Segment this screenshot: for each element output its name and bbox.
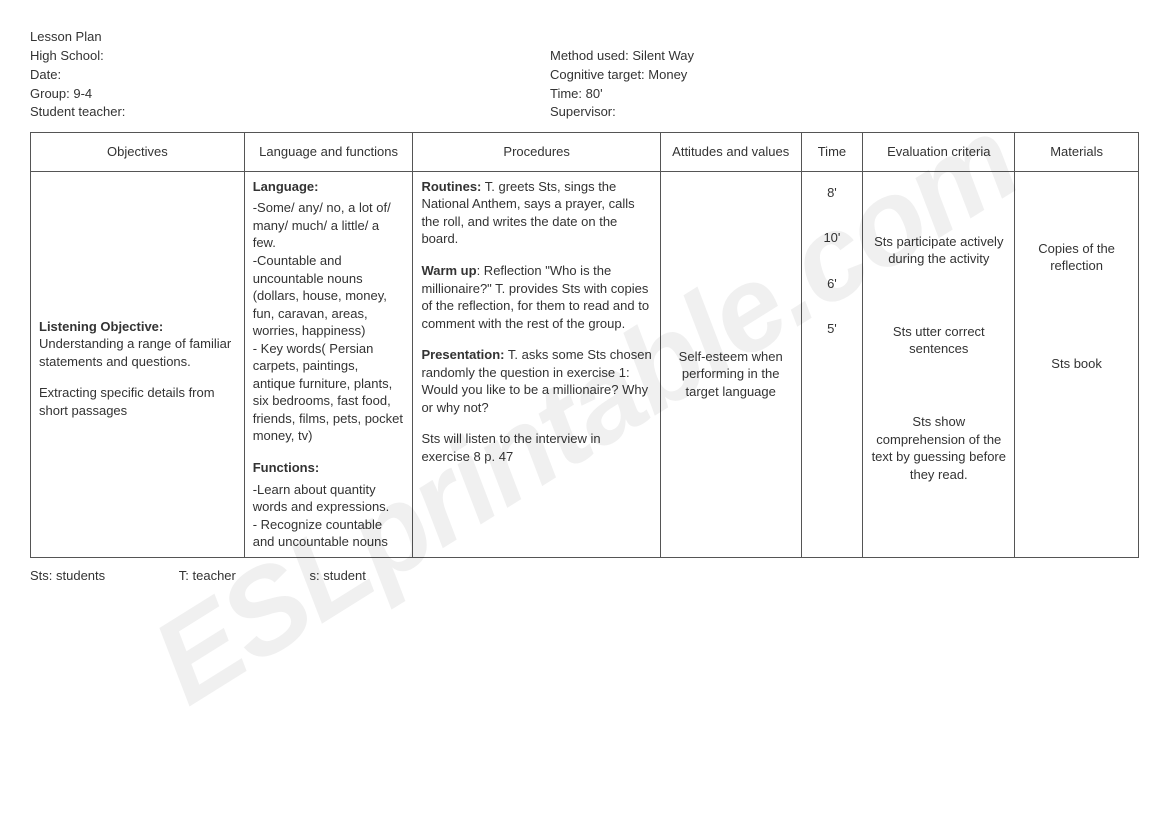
table-header-row: Objectives Language and functions Proced… <box>31 133 1139 172</box>
functions-label: Functions: <box>253 460 319 475</box>
func-item: -Learn about quantity words and expressi… <box>253 481 405 516</box>
eval-text: Sts participate actively during the acti… <box>871 233 1006 268</box>
lang-item: -Countable and uncountable nouns (dollar… <box>253 252 405 340</box>
header-row: High School: Method used: Silent Way <box>30 47 1139 66</box>
header-row: Group: 9-4 Time: 80' <box>30 85 1139 104</box>
header-right: Method used: Silent Way <box>550 47 694 66</box>
cell-time: 8' 10' 6' 5' <box>801 171 863 557</box>
time-value: 6' <box>810 275 855 293</box>
cell-objectives: Listening Objective: Understanding a ran… <box>31 171 245 557</box>
key-t: T: teacher <box>179 568 236 583</box>
presentation-label: Presentation: <box>421 347 504 362</box>
lesson-title: Lesson Plan <box>30 28 1139 47</box>
header-right: Time: 80' <box>550 85 603 104</box>
listening-objective-label: Listening Objective: <box>39 319 163 334</box>
lang-item: -Some/ any/ no, a lot of/ many/ much/ a … <box>253 199 405 252</box>
extract-text: Extracting specific details from short p… <box>39 384 236 419</box>
language-label: Language: <box>253 179 319 194</box>
listen-text: Sts will listen to the interview in exer… <box>421 430 651 465</box>
header-right: Supervisor: <box>550 103 616 122</box>
lesson-plan-table: Objectives Language and functions Proced… <box>30 132 1139 557</box>
lang-item: - Key words( Persian carpets, paintings,… <box>253 340 405 445</box>
eval-text: Sts utter correct sentences <box>871 323 1006 358</box>
header-left: Date: <box>30 66 550 85</box>
col-procedures: Procedures <box>413 133 660 172</box>
col-attitudes: Attitudes and values <box>660 133 801 172</box>
cell-materials: Copies of the reflection Sts book <box>1015 171 1139 557</box>
eval-text: Sts show comprehension of the text by gu… <box>871 413 1006 483</box>
header-right: Cognitive target: Money <box>550 66 687 85</box>
col-time: Time <box>801 133 863 172</box>
footer-key: Sts: students T: teacher s: student <box>30 568 1139 583</box>
warmup-label: Warm up <box>421 263 476 278</box>
time-value: 10' <box>810 229 855 247</box>
col-objectives: Objectives <box>31 133 245 172</box>
key-sts: Sts: students <box>30 568 105 583</box>
lesson-header: Lesson Plan High School: Method used: Si… <box>30 28 1139 122</box>
material-text: Copies of the reflection <box>1023 240 1130 275</box>
header-row: Student teacher: Supervisor: <box>30 103 1139 122</box>
material-text: Sts book <box>1023 355 1130 373</box>
time-value: 5' <box>810 320 855 338</box>
cell-evaluation: Sts participate actively during the acti… <box>863 171 1015 557</box>
cell-procedures: Routines: T. greets Sts, sings the Natio… <box>413 171 660 557</box>
listening-objective-text: Understanding a range of familiar statem… <box>39 336 231 369</box>
routines-label: Routines: <box>421 179 481 194</box>
header-left: Group: 9-4 <box>30 85 550 104</box>
cell-language: Language: -Some/ any/ no, a lot of/ many… <box>244 171 413 557</box>
col-materials: Materials <box>1015 133 1139 172</box>
key-s: s: student <box>310 568 366 583</box>
cell-attitudes: Self-esteem when performing in the targe… <box>660 171 801 557</box>
table-row: Listening Objective: Understanding a ran… <box>31 171 1139 557</box>
attitudes-text: Self-esteem when performing in the targe… <box>669 348 793 401</box>
col-evaluation: Evaluation criteria <box>863 133 1015 172</box>
func-item: - Recognize countable and uncountable no… <box>253 516 405 551</box>
header-row: Date: Cognitive target: Money <box>30 66 1139 85</box>
header-left: Student teacher: <box>30 103 550 122</box>
header-left: High School: <box>30 47 550 66</box>
time-value: 8' <box>810 184 855 202</box>
col-language: Language and functions <box>244 133 413 172</box>
